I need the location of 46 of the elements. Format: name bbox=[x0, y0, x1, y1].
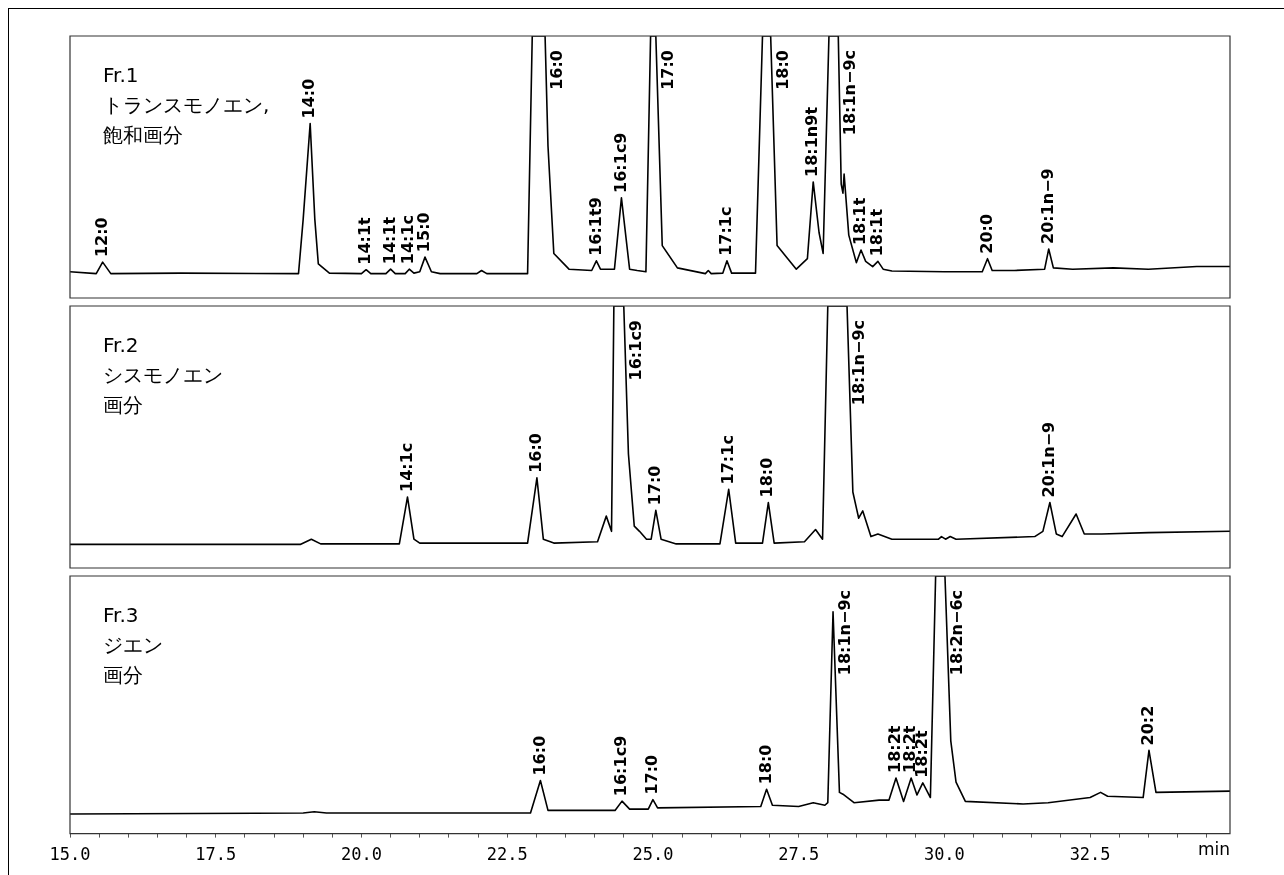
annotation: 18:1t bbox=[850, 197, 870, 246]
text: Fr.2 bbox=[103, 333, 139, 357]
annotation: 14:0 bbox=[299, 78, 319, 119]
annotation: 18:1t bbox=[867, 208, 887, 257]
annotation: 20:1n−9 bbox=[1039, 421, 1059, 498]
annotation: 20:1n−9 bbox=[1037, 168, 1057, 245]
annotation: 17:1c bbox=[716, 206, 736, 256]
x-tick-label: 20.0 bbox=[340, 844, 382, 865]
text: トランスモノエン,飽和画分 bbox=[103, 93, 270, 147]
annotation: 18:2n−6c bbox=[947, 589, 967, 676]
annotation: 18:1n−9c bbox=[840, 49, 860, 136]
annotation: 14:1c bbox=[396, 442, 416, 492]
x-tick-label: 15.0 bbox=[49, 844, 91, 865]
text: ジエン画分 bbox=[103, 633, 163, 687]
annotation: 16:1c9 bbox=[611, 735, 631, 797]
annotation: 16:0 bbox=[526, 433, 546, 473]
annotation: 18:0 bbox=[772, 50, 792, 90]
x-tick-label: 32.5 bbox=[1069, 844, 1111, 865]
annotation: 16:0 bbox=[547, 50, 567, 90]
annotation: 18:1n−9c bbox=[849, 319, 869, 406]
annotation: 20:0 bbox=[976, 213, 996, 254]
x-axis-title: min bbox=[1197, 838, 1230, 859]
annotation: 16:1t9 bbox=[585, 197, 605, 256]
text: シスモノエン画分 bbox=[103, 363, 223, 417]
annotation: 17:0 bbox=[657, 50, 677, 90]
annotation: 18:1n9t bbox=[802, 106, 822, 177]
annotation: 14:1t bbox=[379, 216, 399, 265]
text: Fr.1 bbox=[103, 63, 139, 87]
annotation: 20:2 bbox=[1138, 705, 1158, 746]
annotation: 14:1t bbox=[355, 216, 375, 265]
text: Fr.3 bbox=[103, 603, 139, 627]
annotation: 18:0 bbox=[757, 457, 777, 498]
annotation: 16:1c9 bbox=[610, 132, 630, 193]
x-tick-label: 30.0 bbox=[923, 844, 965, 865]
annotation: 16:0 bbox=[529, 735, 549, 776]
x-tick-label: 27.5 bbox=[778, 844, 820, 865]
x-tick-label: 25.0 bbox=[632, 844, 674, 865]
annotation: 16:1c9 bbox=[625, 319, 645, 381]
annotation: 18:1n−9c bbox=[835, 589, 855, 676]
annotation: 17:1c bbox=[717, 435, 737, 485]
x-tick-label: 17.5 bbox=[195, 844, 237, 865]
x-tick-label: 22.5 bbox=[486, 844, 528, 865]
annotation: 12:0 bbox=[91, 217, 111, 258]
annotation: 17:0 bbox=[642, 754, 662, 795]
annotation: 17:0 bbox=[644, 465, 664, 506]
annotation: 18:0 bbox=[755, 744, 775, 785]
